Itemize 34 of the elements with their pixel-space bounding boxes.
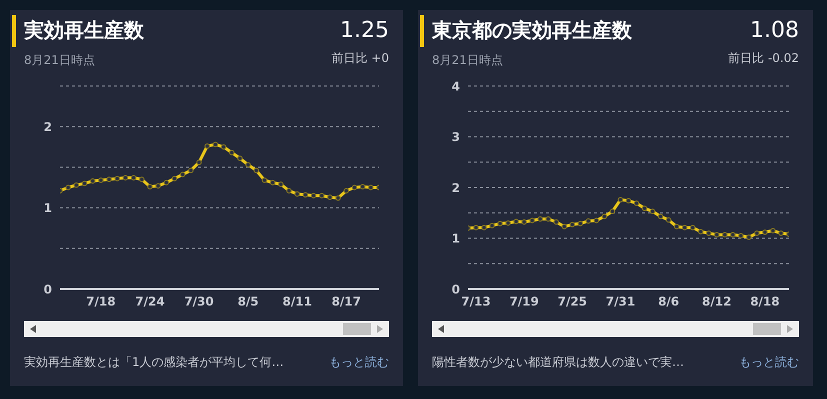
y-tick-label: 4 bbox=[452, 79, 460, 94]
text: 1.25 bbox=[340, 18, 389, 43]
x-tick-label: 7/31 bbox=[606, 294, 636, 309]
chart-title: 東京都の実効再生産数 bbox=[432, 17, 632, 44]
x-tick-label: 8/6 bbox=[658, 294, 680, 309]
y-tick-label: 2 bbox=[452, 180, 460, 195]
y-tick-label: 1 bbox=[44, 201, 52, 216]
text: 前日比 -0.02 bbox=[728, 50, 799, 67]
x-tick-label: 7/19 bbox=[509, 294, 539, 309]
x-tick-label: 8/11 bbox=[282, 294, 312, 309]
x-tick-label: 7/25 bbox=[558, 294, 588, 309]
text: もっと読む bbox=[329, 354, 389, 371]
y-tick-label: 1 bbox=[452, 232, 460, 246]
x-tick-label: 7/24 bbox=[135, 294, 165, 309]
x-tick-label: 8/17 bbox=[332, 294, 361, 309]
text: もっと読む bbox=[739, 354, 799, 371]
text: 前日比 +0 bbox=[331, 50, 389, 67]
x-tick-label: 8/5 bbox=[238, 294, 259, 309]
text: 陽性者数が少ない都道府県は数人の違いで実… bbox=[432, 354, 684, 371]
chart-title: 実効再生産数 bbox=[24, 17, 144, 44]
x-tick-label: 7/13 bbox=[461, 294, 491, 309]
text: 1.08 bbox=[750, 18, 799, 43]
text: 実効再生産数とは「1人の感染者が平均して何… bbox=[24, 354, 284, 371]
x-tick-label: 8/18 bbox=[750, 294, 780, 309]
y-tick-label: 0 bbox=[44, 282, 52, 296]
chart-subtitle: 8月21日時点 bbox=[432, 52, 503, 69]
y-tick-label: 2 bbox=[44, 120, 52, 134]
x-tick-label: 7/30 bbox=[184, 294, 214, 309]
line-series bbox=[60, 142, 379, 201]
x-tick-label: 8/12 bbox=[702, 294, 732, 309]
y-tick-label: 3 bbox=[452, 130, 460, 144]
y-tick-label: 0 bbox=[452, 282, 460, 296]
chart-subtitle: 8月21日時点 bbox=[24, 52, 95, 69]
x-tick-label: 7/18 bbox=[86, 294, 116, 309]
